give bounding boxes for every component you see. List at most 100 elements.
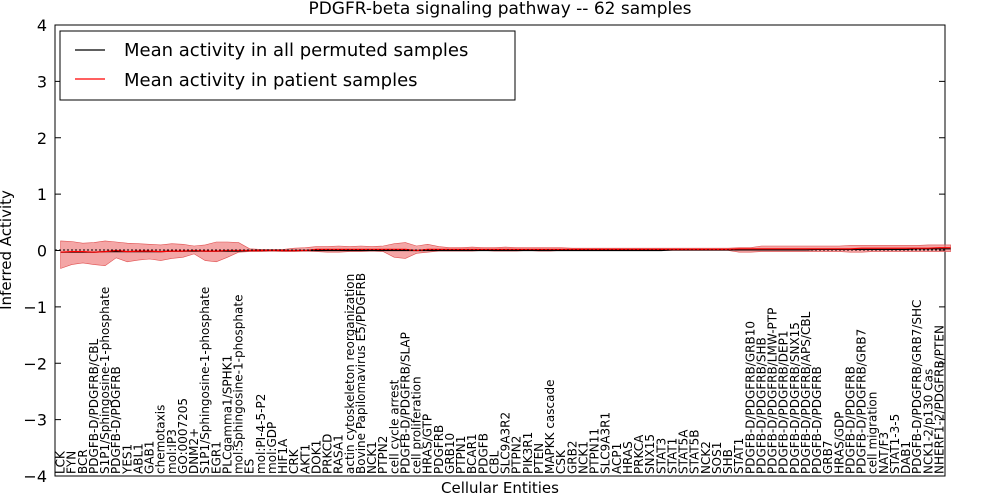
x-tick-label: CSK xyxy=(554,449,568,474)
x-tick-label: NCK1-2/p130 Cas xyxy=(921,369,935,474)
x-tick-label: LCK xyxy=(54,450,68,474)
x-tick-label: S1P1/Sphingosine-1-phosphate xyxy=(198,287,212,474)
x-tick-label: PTPN2 xyxy=(376,436,390,474)
x-tick-label: NAT/F3 xyxy=(877,432,891,474)
x-tick-label: PDGFB-D/PDGFRB/APS/CBL xyxy=(799,311,813,474)
x-tick-label: BCR xyxy=(76,449,90,474)
x-tick-label: GRB2 xyxy=(565,440,579,474)
x-tick-label: NCK2 xyxy=(699,441,713,474)
x-tick-label: PDGFB-D/PDGFRB/GRB7 xyxy=(855,329,869,474)
y-tick-label: 0 xyxy=(37,242,47,261)
x-tick-label: PDGFB-D/PDGFRB/LMW-PTP xyxy=(766,308,780,474)
y-tick-label: −1 xyxy=(23,298,47,317)
patient-band-layer xyxy=(60,240,951,269)
x-tick-label: STAT3 xyxy=(654,438,668,474)
x-tick-label: PDGFB-D/PDGFRB xyxy=(810,366,824,474)
x-tick-label: CBL xyxy=(487,450,501,474)
x-tick-label: GRB7 xyxy=(821,440,835,474)
x-tick-label: STAT5B xyxy=(688,430,702,475)
x-tick-label: STAT1-3-5 xyxy=(888,414,902,474)
x-tick-label: PLCgamma1/SPHK1 xyxy=(220,355,234,474)
x-tick-label: PDGFB-D/PDGFRB/CBL xyxy=(87,339,101,474)
x-tick-label: PDGFRB xyxy=(432,425,446,474)
x-tick-label: ES xyxy=(243,459,257,474)
series-line-layer xyxy=(60,247,951,253)
x-tick-label: mol:Sphingosine-1-phosphate xyxy=(232,295,246,475)
x-tick-label: DOK1 xyxy=(309,440,323,474)
x-tick-label: PDGFB-D/PDGFRB/SHB xyxy=(754,337,768,474)
x-tick-label: PDGFB xyxy=(476,433,490,474)
x-tick-label: HRAS/GDP xyxy=(832,411,846,474)
legend: Mean activity in all permuted samples Me… xyxy=(59,30,516,101)
y-axis: −4 −3 −2 −1 0 1 2 3 4 xyxy=(23,16,945,486)
x-tick-label: PRKCD xyxy=(321,434,335,474)
x-tick-label: PRKCA xyxy=(632,434,646,474)
x-tick-label: PIK3R1 xyxy=(521,432,535,474)
x-tick-label: mol:PI-4-5-P2 xyxy=(254,394,268,474)
y-tick-label: −3 xyxy=(23,411,47,430)
series-line-patient xyxy=(60,247,951,253)
x-tick-label: PDGFB-D/PDGFRB xyxy=(843,366,857,474)
x-tick-label: NCK1 xyxy=(576,441,590,474)
x-tick-label: ABL1 xyxy=(131,443,145,474)
x-tick-label: BCAR1 xyxy=(465,433,479,474)
x-tick-label: SLC9A3R1 xyxy=(599,412,613,474)
x-axis-label: Cellular Entities xyxy=(441,479,559,497)
x-tick-label: SOS1 xyxy=(710,442,724,474)
x-tick-label: cell proliferation xyxy=(410,376,424,474)
x-tick-label: PDGFB-D/PDGFRB/SNX15 xyxy=(788,322,802,474)
x-tick-label: GO:0007205 xyxy=(176,398,190,474)
chart-title: PDGFR-beta signaling pathway -- 62 sampl… xyxy=(308,0,691,19)
x-tick-label: GAB1 xyxy=(143,441,157,474)
patient-band xyxy=(60,240,951,269)
x-tick-label: SHB xyxy=(721,449,735,474)
y-tick-label: 1 xyxy=(37,185,47,204)
legend-label-permuted: Mean activity in all permuted samples xyxy=(124,40,468,61)
x-tick-label: actin cytoskeleton reorganization xyxy=(343,274,357,474)
x-tick-label: DAB1 xyxy=(899,441,913,474)
x-tick-label: mol:GDP xyxy=(265,422,279,474)
y-axis-label: Inferred Activity xyxy=(0,190,15,310)
x-tick-label: PTEN xyxy=(532,443,546,474)
x-tick-label: RASA1 xyxy=(332,434,346,474)
x-tick-label: PDGFB-D/PDGFRB/DEP1 xyxy=(777,330,791,474)
x-tick-label: CRK xyxy=(287,448,301,474)
x-tick-label: STAT1 xyxy=(732,438,746,474)
x-tick-label: PDGFB-D/PDGFRB/GRB7/SHC xyxy=(910,300,924,474)
x-tick-label: NCK1 xyxy=(365,441,379,474)
x-tick-label: SLC9A3R2 xyxy=(499,412,513,474)
x-tick-label: PDGFB-D/PDGFRB/SLAP xyxy=(398,332,412,474)
legend-box xyxy=(59,30,516,101)
x-tick-label: chemotaxis xyxy=(154,405,168,474)
legend-label-patient: Mean activity in patient samples xyxy=(124,70,418,91)
x-tick-label: DNM2+ xyxy=(187,428,201,474)
x-tick-label: HIF1A xyxy=(276,438,290,474)
y-tick-label: 4 xyxy=(37,16,47,35)
x-tick-label: HRAS xyxy=(621,441,635,474)
y-tick-label: 3 xyxy=(37,72,47,91)
y-tick-label: −2 xyxy=(23,354,47,373)
x-tick-label: NHERF1-2/PDGFRB/PTEN xyxy=(932,325,946,474)
x-tick-label: STAT5A xyxy=(677,429,691,474)
x-tick-label: GRB10 xyxy=(443,433,457,474)
x-tick-label: cell cycle arrest xyxy=(387,379,401,474)
x-tick-label: Bovine Papilomavirus E5/PDGFRB xyxy=(354,273,368,474)
x-tick-label: mol:IP3 xyxy=(165,429,179,474)
x-tick-label: PDGFB-D/PDGFRB xyxy=(109,366,123,474)
x-tick-label: PTPN11 xyxy=(588,428,602,474)
x-tick-label: PTPN1 xyxy=(454,436,468,474)
x-tick-label: HRAS/GTP xyxy=(421,414,435,474)
x-tick-label: SNX15 xyxy=(643,434,657,474)
x-tick-label: STAT1 xyxy=(665,438,679,474)
plot-area: −4 −3 −2 −1 0 1 2 3 4 LCKFYNBCRPDGFB-D/PDGFRB/CB… xyxy=(23,16,951,486)
y-tick-label: 2 xyxy=(37,129,47,148)
x-tick-label: ACP1 xyxy=(610,443,624,474)
x-tick-label: MAPKK cascade xyxy=(543,380,557,475)
x-tick-label: cell migration xyxy=(866,392,880,474)
x-tick-label: YES1 xyxy=(120,444,134,475)
x-tick-label: FYN xyxy=(65,451,79,474)
x-tick-label: AKT1 xyxy=(298,444,312,474)
x-tick-label: PTPN2 xyxy=(510,436,524,474)
